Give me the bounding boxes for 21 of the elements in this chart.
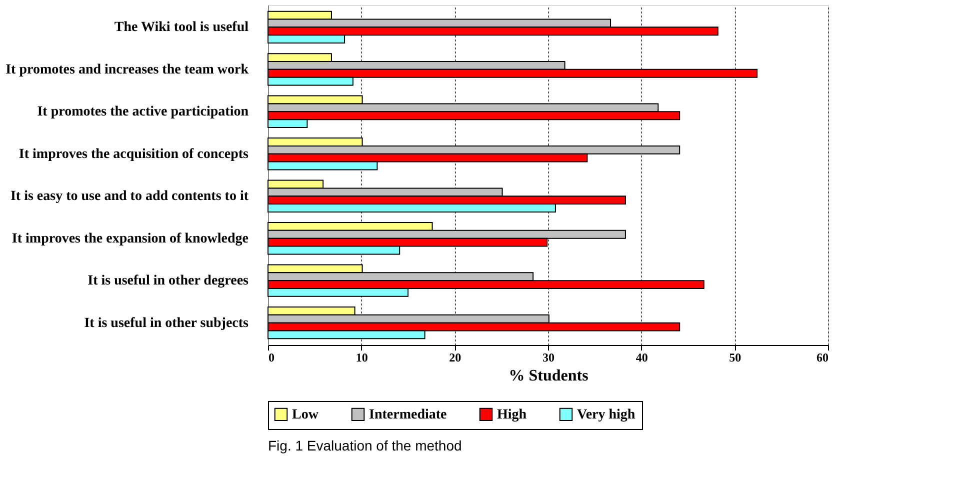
legend-label: Intermediate [369,407,447,422]
legend-label: High [497,407,527,422]
y-tick-label: It is easy to use and to add contents to it [10,189,249,204]
y-tick-label: It is useful in other subjects [84,316,250,331]
y-tick-label: It is useful in other degrees [88,274,250,289]
x-tick-label: 10 [356,350,368,364]
x-tick-label: 0 [268,350,274,364]
y-tick-label: The Wiki tool is useful [114,20,249,36]
y-tick-label: It promotes and increases the team work [6,62,249,78]
legend-label: Low [292,407,320,422]
x-tick-label: 30 [542,350,554,364]
y-tick-label: It improves the acquisition of concepts [18,146,250,162]
y-tick-label: It improves the expansion of knowledge [12,231,248,246]
x-tick-label: 40 [636,350,648,364]
x-tick-label: 50 [729,350,742,364]
legend-label: Very high [577,407,636,422]
x-tick-label: 60 [816,350,828,364]
caption: Fig. 1 Evaluation of the method [268,438,462,454]
x-tick-label: 20 [449,350,462,364]
x-axis-title: % Students [508,368,588,384]
y-tick-label: It promotes the active participation [37,104,249,120]
